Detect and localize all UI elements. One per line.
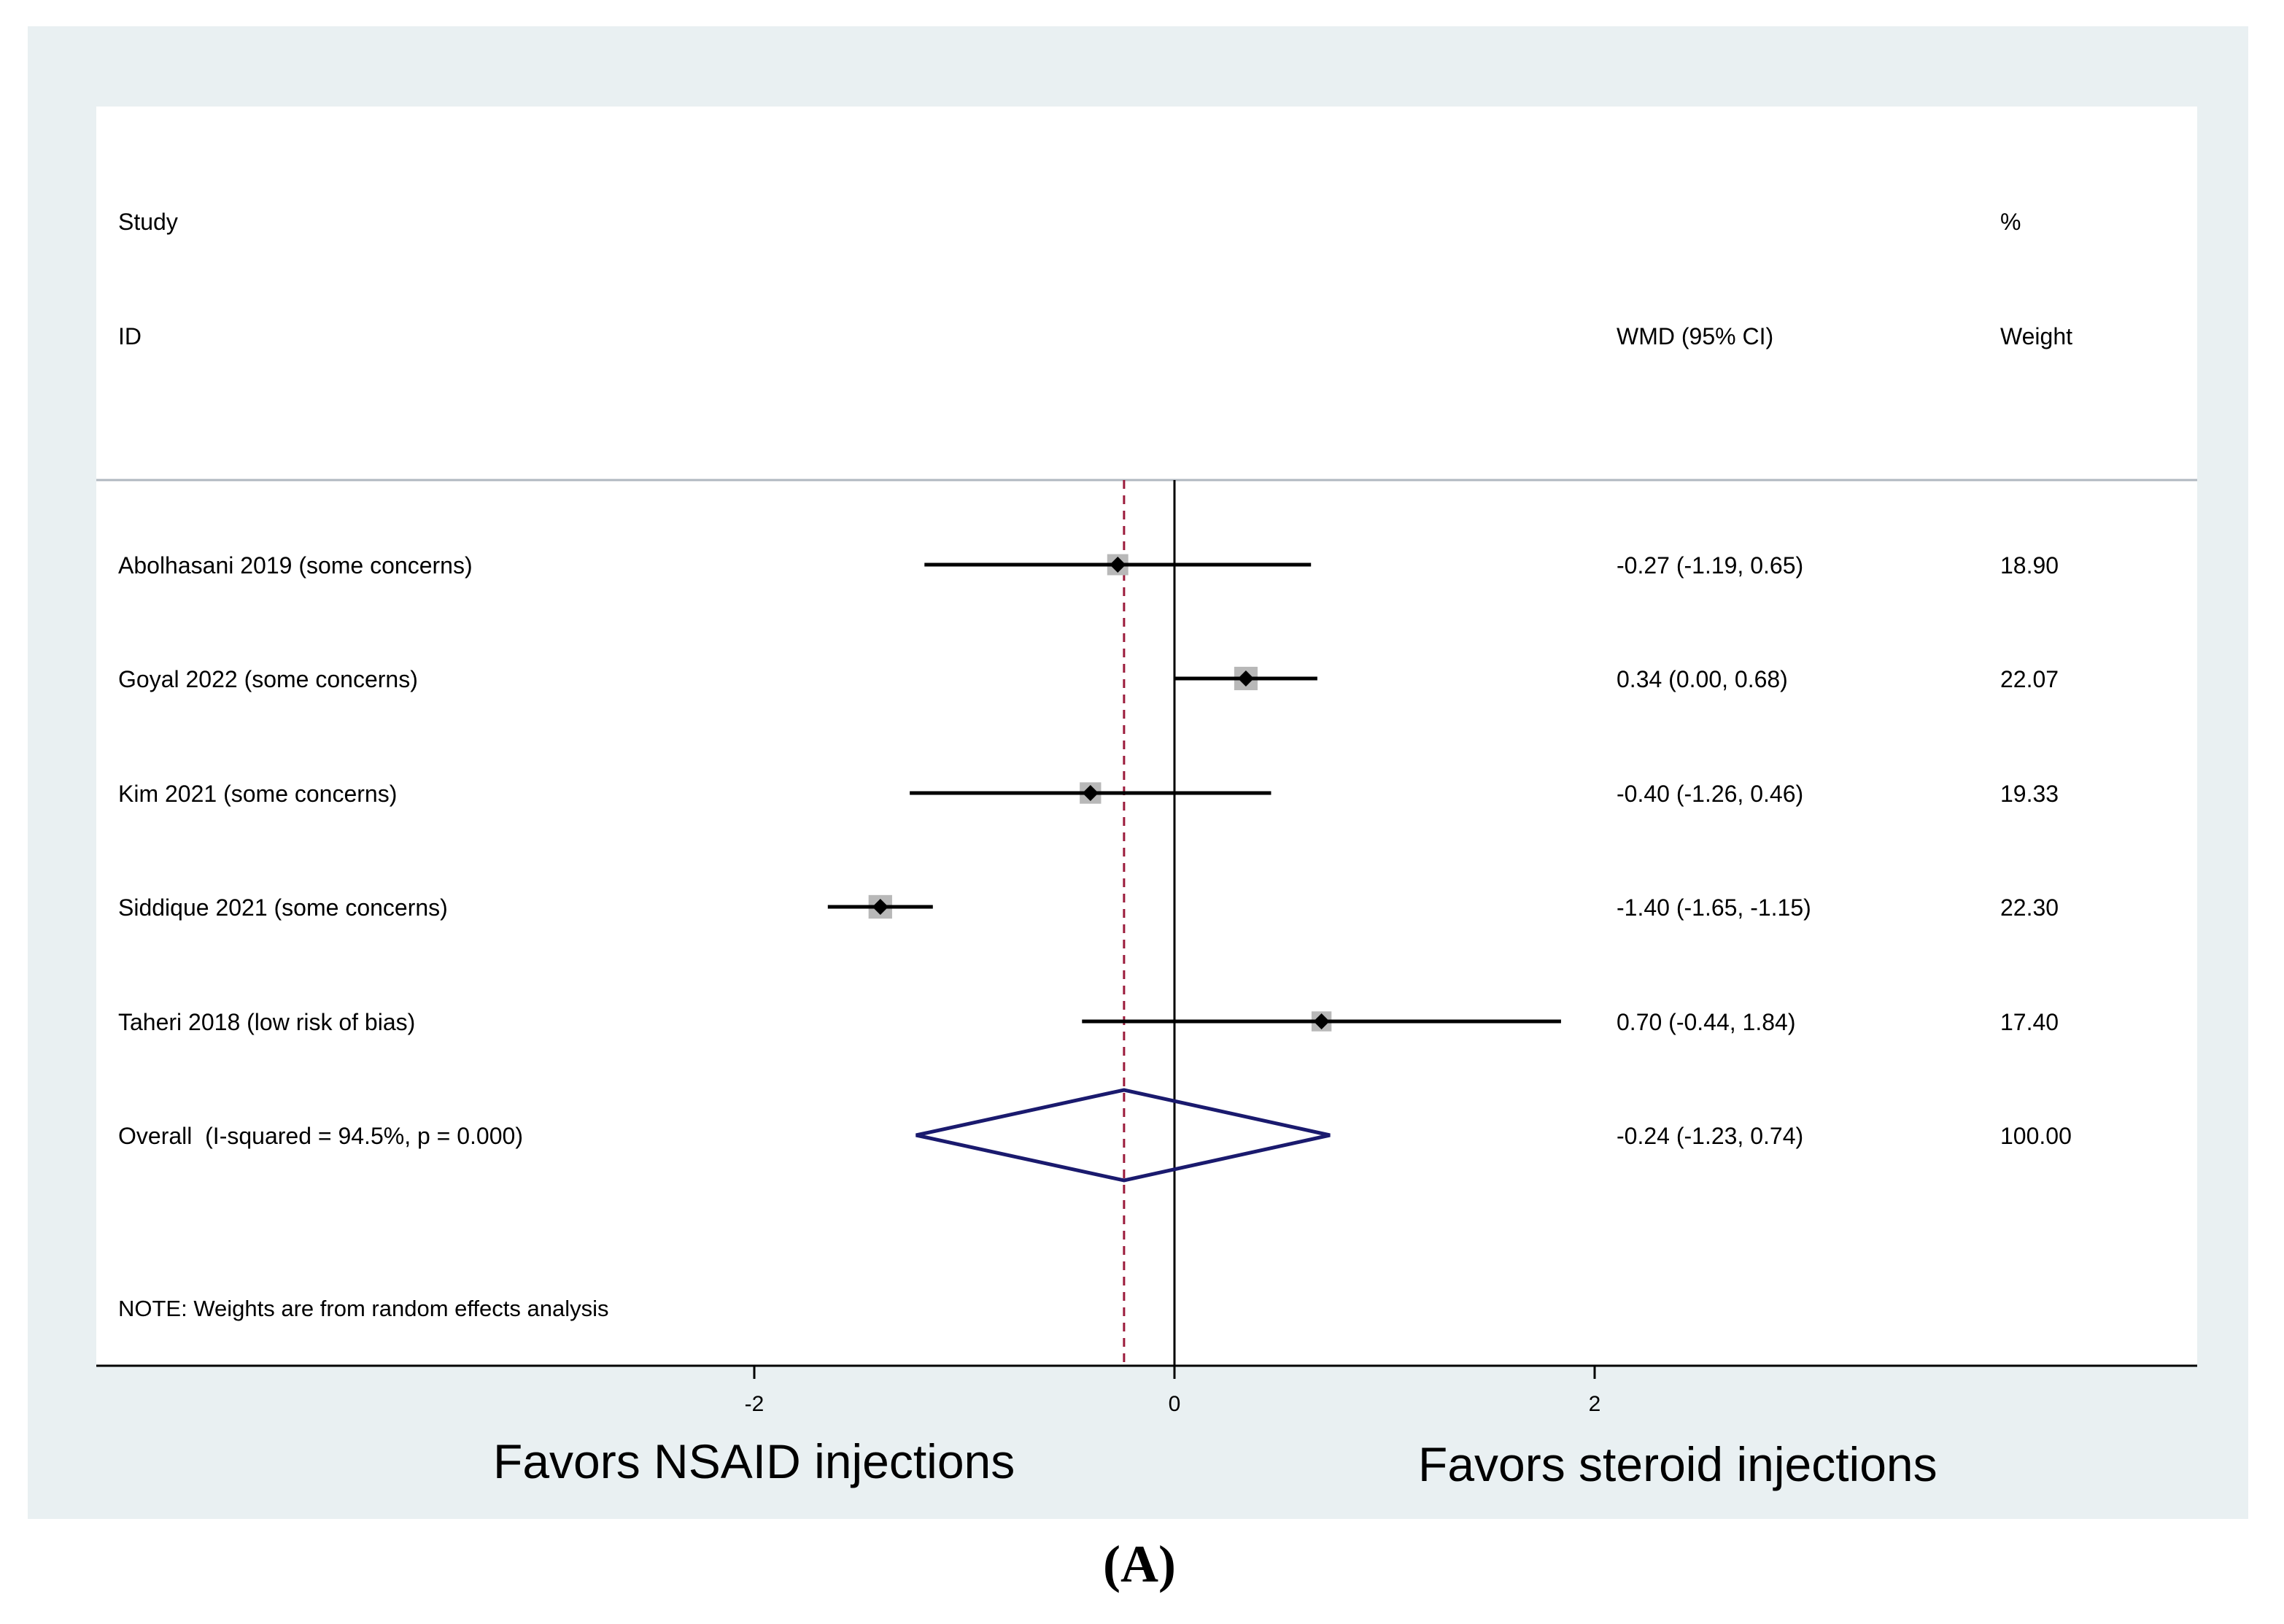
study-label: Goyal 2022 (some concerns): [118, 666, 418, 692]
x-axis-tick: -2: [745, 1366, 764, 1416]
weight-value: 18.90: [2000, 552, 2059, 579]
effect-ci-value: -0.40 (-1.26, 0.46): [1617, 781, 1803, 807]
plot-area: [96, 107, 2197, 1366]
point-estimate-marker: [1110, 557, 1126, 573]
effect-ci-value: -0.27 (-1.19, 0.65): [1617, 552, 1803, 579]
favors-right-label: Favors steroid injections: [1418, 1437, 1937, 1491]
header-study: Study: [118, 209, 178, 235]
effect-ci-value: 0.70 (-0.44, 1.84): [1617, 1009, 1795, 1035]
overall-weight-value: 100.00: [2000, 1123, 2072, 1149]
point-estimate-marker: [1237, 670, 1254, 687]
point-estimate-marker: [1313, 1013, 1330, 1029]
header-weight: Weight: [2000, 323, 2072, 349]
favors-left-label: Favors NSAID injections: [493, 1434, 1015, 1488]
point-estimate-marker: [1082, 785, 1099, 801]
x-axis-tick: 2: [1589, 1366, 1601, 1416]
overall-row: Overall (I-squared = 94.5%, p = 0.000) -…: [118, 1088, 2072, 1183]
overall-ci-value: -0.24 (-1.23, 0.74): [1617, 1123, 1803, 1149]
study-label: Taheri 2018 (low risk of bias): [118, 1009, 415, 1035]
header-id: ID: [118, 323, 142, 349]
study-row: Abolhasani 2019 (some concerns) -0.27 (-…: [118, 552, 2059, 579]
overall-effect-diamond: [915, 1088, 1331, 1183]
effect-ci-value: -1.40 (-1.65, -1.15): [1617, 894, 1811, 921]
overall-label: Overall (I-squared = 94.5%, p = 0.000): [118, 1123, 523, 1149]
effect-ci-value: 0.34 (0.00, 0.68): [1617, 666, 1788, 692]
x-axis-tick: 0: [1169, 1366, 1181, 1416]
study-row: Siddique 2021 (some concerns) -1.40 (-1.…: [118, 894, 2059, 921]
x-tick-label: 2: [1589, 1392, 1601, 1416]
point-estimate-marker: [872, 899, 889, 915]
x-tick-label: 0: [1169, 1392, 1181, 1416]
weight-value: 22.30: [2000, 894, 2059, 921]
study-label: Siddique 2021 (some concerns): [118, 894, 448, 921]
header-percent: %: [2000, 209, 2021, 235]
weight-value: 17.40: [2000, 1009, 2059, 1035]
study-row: Kim 2021 (some concerns) -0.40 (-1.26, 0…: [118, 781, 2059, 807]
header-effect: WMD (95% CI): [1617, 323, 1773, 349]
study-label: Abolhasani 2019 (some concerns): [118, 552, 473, 579]
study-label: Kim 2021 (some concerns): [118, 781, 397, 807]
random-effects-note: NOTE: Weights are from random effects an…: [118, 1296, 609, 1321]
x-tick-label: -2: [745, 1392, 764, 1416]
panel-label: (A): [1103, 1535, 1176, 1593]
weight-value: 19.33: [2000, 781, 2059, 807]
weight-value: 22.07: [2000, 666, 2059, 692]
study-row: Goyal 2022 (some concerns) 0.34 (0.00, 0…: [118, 666, 2059, 692]
study-row: Taheri 2018 (low risk of bias) 0.70 (-0.…: [118, 1009, 2059, 1035]
